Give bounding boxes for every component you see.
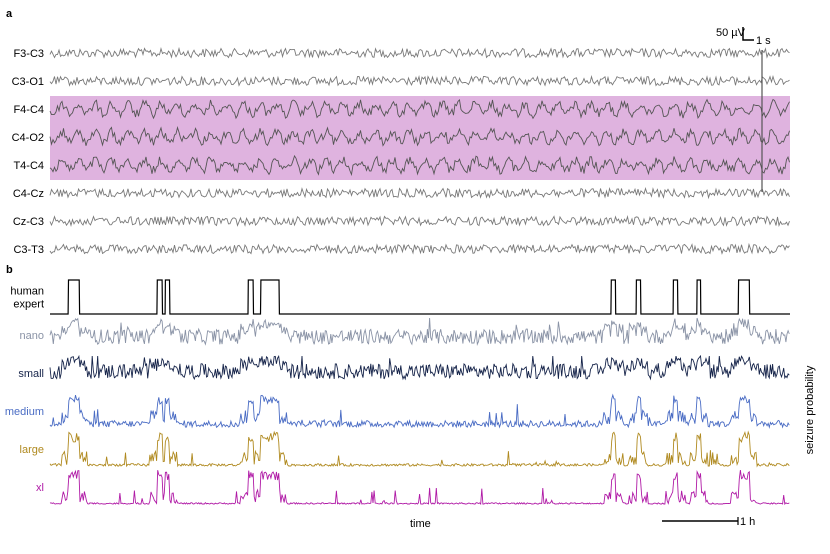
channel-label: C3-O1 <box>12 76 44 88</box>
series-label: medium <box>5 406 44 418</box>
series-label: human <box>10 286 44 298</box>
channel-label: C4-Cz <box>13 188 44 200</box>
eeg-trace-c3-t3 <box>49 242 790 255</box>
eeg-trace-c4-cz <box>49 186 790 200</box>
channel-label: T4-C4 <box>13 160 44 172</box>
eeg-trace-c4-o2 <box>49 125 790 147</box>
eeg-scale-bar: 50 µV 1 s <box>716 27 771 47</box>
panel-a-label: a <box>6 8 13 20</box>
channel-label: F4-C4 <box>13 104 44 116</box>
channel-label: C3-T3 <box>13 244 44 256</box>
eeg-trace-t4-c4 <box>49 154 790 177</box>
channel-label: Cz-C3 <box>13 216 44 228</box>
panel-b-label: b <box>6 264 13 276</box>
eeg-trace-f3-c3 <box>49 46 790 59</box>
eeg-trace-c3-o1 <box>49 74 790 87</box>
eeg-trace-f4-c4 <box>49 98 790 120</box>
time-scale-label: 1 h <box>740 516 755 528</box>
series-label: small <box>18 368 44 380</box>
probability-trace-nano <box>49 317 790 346</box>
scale-bar-time: 1 s <box>756 35 771 47</box>
eeg-trace-cz-c3 <box>49 215 790 228</box>
probability-trace-large <box>49 430 790 468</box>
time-scale-bar: 1 h <box>662 516 755 528</box>
probability-trace-medium <box>49 393 790 429</box>
x-axis-label: time <box>410 518 431 530</box>
probability-trace-human-expert <box>50 279 790 315</box>
series-label: large <box>20 444 44 456</box>
scale-bar-voltage: 50 µV <box>716 27 746 39</box>
channel-label: F3-C3 <box>13 48 44 60</box>
series-label: nano <box>20 330 44 342</box>
series-label: xl <box>36 482 44 494</box>
series-label: expert <box>13 299 44 311</box>
channel-label: C4-O2 <box>12 132 44 144</box>
y-axis-label: seizure probability <box>804 365 816 454</box>
probability-trace-xl <box>49 469 790 506</box>
probability-trace-small <box>49 354 790 381</box>
